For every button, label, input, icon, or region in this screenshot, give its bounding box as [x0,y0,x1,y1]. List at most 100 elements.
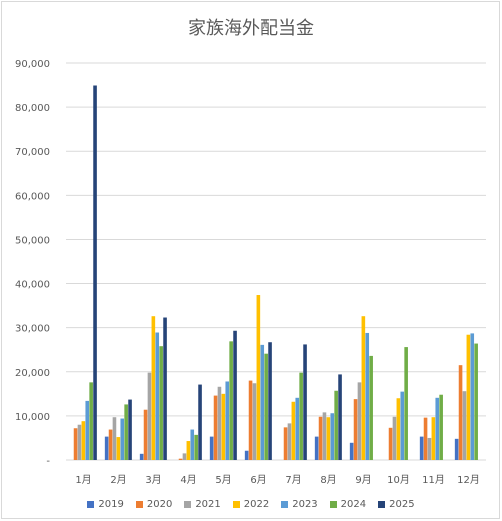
bar-2021-2 [112,417,117,460]
bar-2024-12 [474,343,478,460]
bar-2022-5 [221,393,226,460]
x-tick-label: 12月 [457,474,480,486]
bar-2020-4 [178,458,183,460]
bar-2024-4 [194,434,198,460]
bar-2023-6 [260,344,265,460]
x-tick-label: 6月 [250,474,266,486]
bar-2020-1 [73,428,78,460]
x-tick-label: 8月 [320,474,336,486]
gridlines [66,62,486,461]
x-tick-label: 7月 [285,474,301,486]
bar-2023-12 [470,333,475,460]
bar-2019-6 [244,450,249,460]
chart-title: 家族海外配当金 [188,18,314,39]
legend-swatch [232,501,240,508]
bar-2020-8 [318,416,323,460]
bar-2021-12 [462,391,467,460]
legend-item: 2025 [378,499,415,510]
bar-2025-7 [303,344,307,460]
bar-2019-12 [454,438,459,460]
legend-swatch [135,501,143,508]
x-tick-label: 4月 [180,474,196,486]
bar-2024-9 [369,355,373,460]
bar-2022-3 [151,316,156,460]
bar-2025-2 [128,399,132,460]
bar-2023-4 [190,429,195,460]
bar-2022-6 [256,295,261,460]
bar-2025-6 [268,342,272,460]
bar-2020-6 [248,380,253,460]
bar-2023-9 [365,332,370,460]
bar-2022-9 [361,316,366,460]
y-tick-label: 50,000 [15,235,50,246]
legend-item: 2019 [87,499,124,510]
y-tick-label: 70,000 [15,147,50,158]
x-tick-label: 1月 [75,474,91,486]
x-tick-label: 5月 [215,474,231,486]
x-axis-ticks: 1月 2月 3月 4月 5月 6月 7月 8月 9月 10月 11月 12月 [75,474,480,486]
legend-item: 2022 [232,499,269,510]
bar-2022-8 [326,417,331,460]
bar-2020-11 [423,417,428,460]
bar-2019-5 [209,436,214,460]
bar-2023-3 [155,332,160,460]
bar-2022-2 [116,437,121,460]
bar-2019-11 [419,436,424,460]
bar-2025-5 [233,330,237,460]
bar-2024-1 [89,382,93,460]
bar-2019-2 [104,436,109,460]
y-tick-label: 10,000 [15,412,50,423]
bar-2019-9 [349,442,354,460]
y-tick-label: 60,000 [15,191,50,202]
legend-swatch [329,501,337,508]
bar-2021-10 [392,416,397,460]
bar-2021-5 [217,386,222,460]
y-tick-label: - [46,456,50,467]
legend-swatch [378,501,386,508]
legend-item: 2020 [135,499,173,510]
bar-2020-2 [108,429,113,460]
y-tick-label: 40,000 [15,280,50,291]
bar-2019-3 [139,453,144,460]
bar-2020-3 [143,409,148,460]
legend-label: 2021 [195,499,221,510]
bar-2022-11 [431,417,436,460]
legend-label: 2019 [98,499,124,510]
bar-2023-7 [295,397,300,460]
bar-2019-8 [314,436,319,460]
bar-2024-10 [404,347,408,460]
bar-2020-7 [283,427,288,460]
bar-2021-9 [357,382,362,460]
legend-label: 2025 [389,499,415,510]
legend-item: 2024 [329,499,366,510]
bar-2024-2 [124,404,128,460]
bar-2022-12 [466,334,471,460]
y-tick-label: 30,000 [15,324,50,335]
bar-2021-3 [147,372,152,460]
bar-2023-10 [400,391,405,460]
bar-2021-6 [252,383,257,460]
bar-2020-5 [213,395,218,460]
y-tick-label: 90,000 [15,59,50,70]
legend-label: 2020 [146,499,173,510]
bar-2024-7 [299,372,303,460]
legend-item: 2021 [184,499,221,510]
bar-2025-4 [198,384,202,460]
bar-2024-8 [334,390,338,460]
x-tick-label: 10月 [387,474,410,486]
legend-item: 2023 [281,499,318,510]
bar-2023-5 [225,381,230,460]
bar-2024-6 [264,353,268,460]
bar-2021-11 [427,437,432,460]
bar-2024-5 [229,341,233,460]
bar-2024-11 [439,394,443,460]
y-tick-label: 80,000 [15,103,50,114]
bar-2022-4 [186,441,191,460]
bar-2025-3 [163,317,167,460]
legend: 2019 2020 2021 2022 2023 2024 2025 [0,499,502,510]
bar-2025-1 [93,85,97,460]
legend-swatch [281,501,289,508]
bar-2020-9 [353,399,358,460]
bar-2023-1 [85,400,90,460]
legend-label: 2023 [292,499,318,510]
